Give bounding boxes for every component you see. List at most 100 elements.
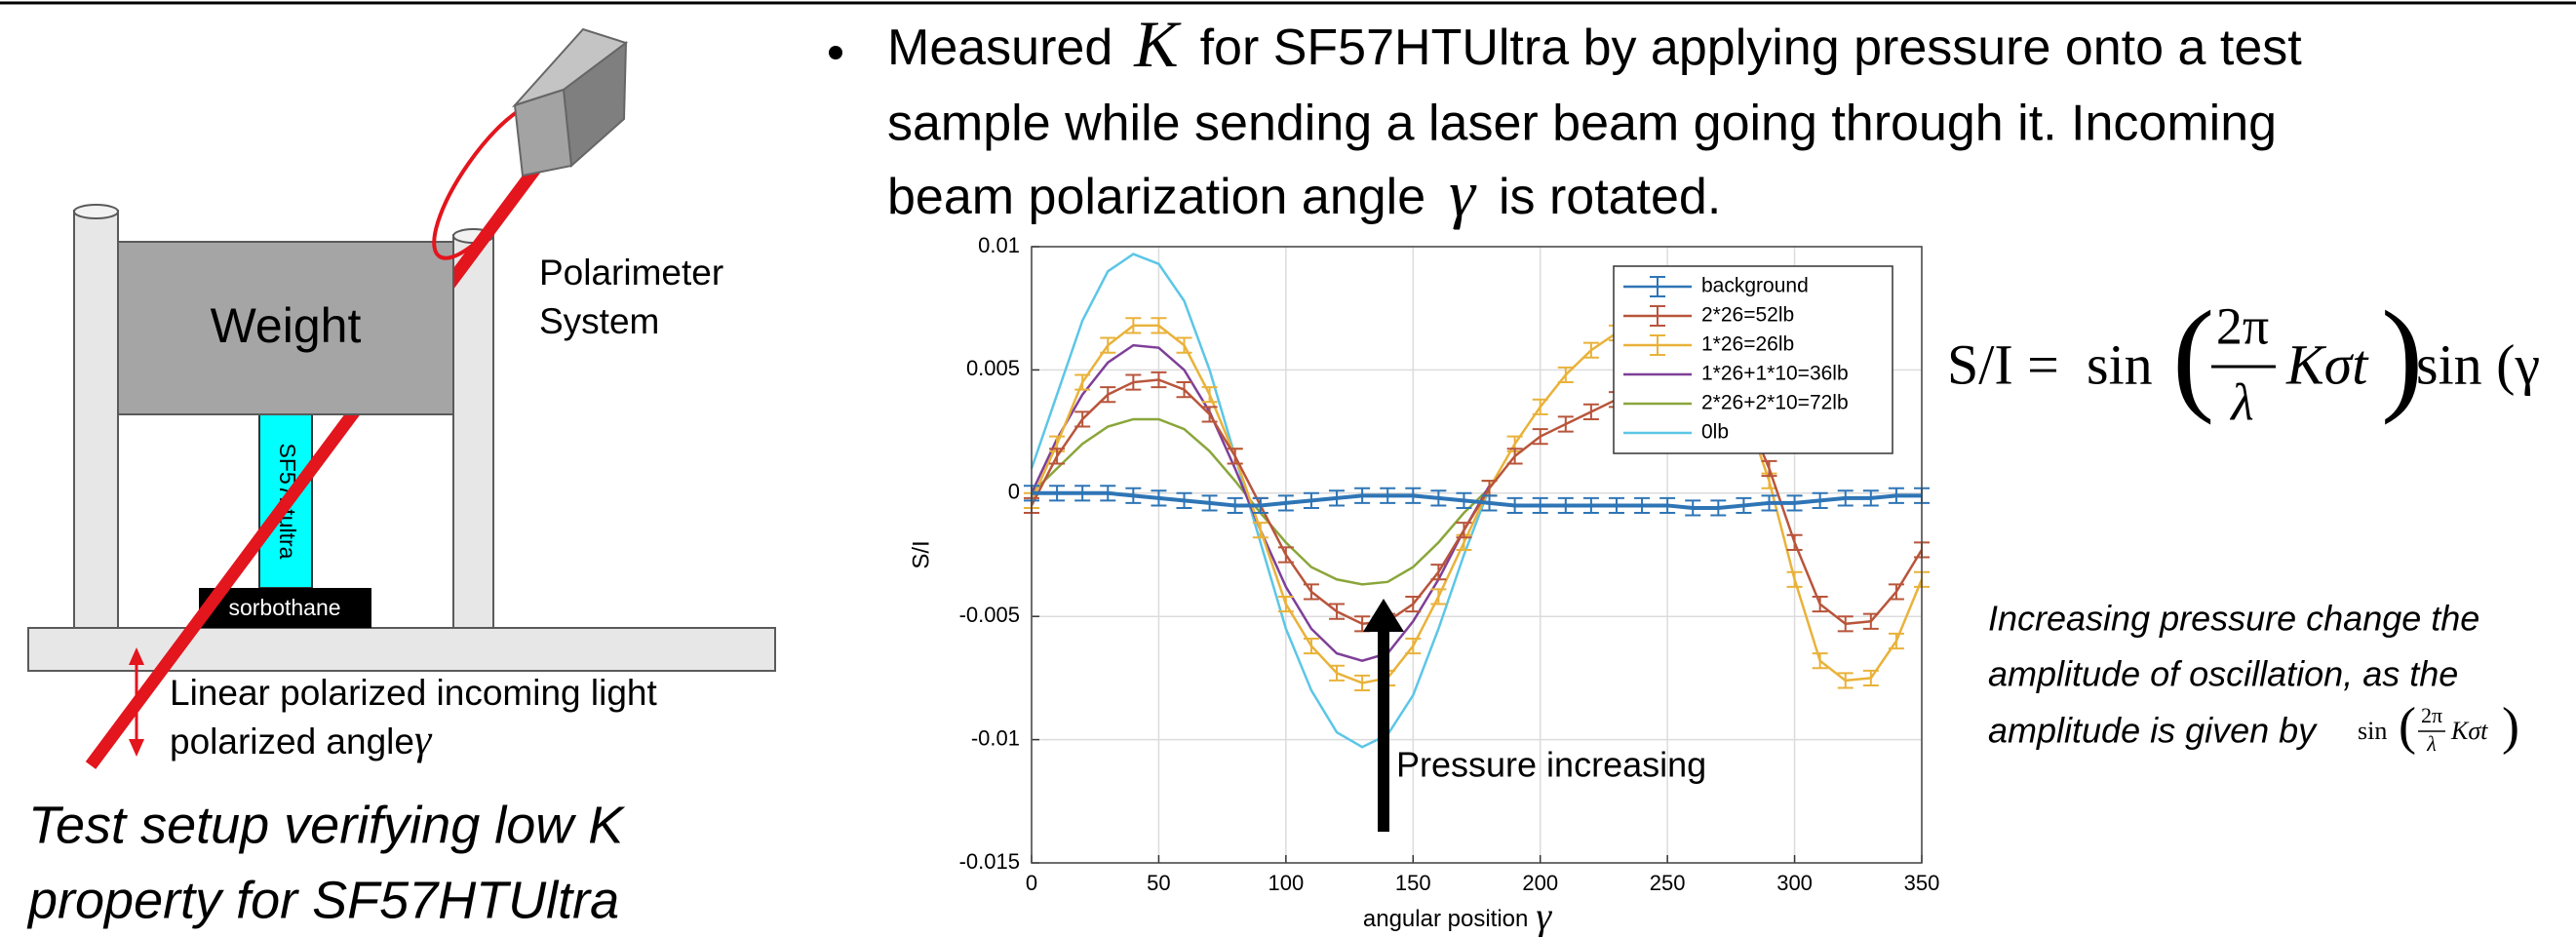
error-bar [1277,494,1294,512]
error-bar [1354,487,1371,504]
arrow-head [129,739,144,757]
setup-diagram: SF57htultra sorbothane Weight Polarimete… [26,27,776,929]
bullet-text: beam polarization angle [887,169,1425,225]
error-bar [1125,373,1142,391]
light-label-text: polarized angle [170,722,414,761]
error-bar [1201,494,1218,512]
x-tick-label: 0 [1026,871,1037,895]
error-bar [1329,603,1346,620]
legend-swatch [1650,334,1665,356]
legend-swatch [1650,276,1665,297]
bullet-line: beam polarization angle γ is rotated. [887,156,1721,230]
error-bar [1252,522,1268,539]
error-bar [1151,371,1167,389]
error-bar [1557,366,1574,384]
error-bar [1100,485,1116,502]
arrow-head [129,647,144,665]
error-bar [1659,496,1676,515]
bullet-text: is rotated. [1499,169,1721,225]
error-bar [1888,632,1904,650]
error-bar [1405,487,1422,504]
error-bar [1557,496,1574,515]
error-bar [1608,496,1624,515]
error-bar [1506,448,1523,465]
caption: Test setup verifying low K [28,796,625,854]
equation-num: 2π [2216,296,2269,355]
equation-paren: ) [2381,286,2423,426]
series-line [1030,324,1924,684]
error-bar [1837,615,1854,633]
bullet-text: for SF57HTUltra by applying pressure ont… [1200,20,2303,76]
error-bar [1837,489,1854,507]
error-bar [1582,341,1599,359]
error-bar [1049,485,1066,502]
bullet-text: Measured [887,20,1112,76]
error-bar [1786,494,1803,512]
x-axis-label-symbol: γ [1536,894,1552,937]
bullet-symbol: γ [1449,156,1477,230]
error-bar [1862,612,1879,630]
error-bar [1227,448,1243,465]
error-bar [1303,583,1319,601]
pillar [452,234,494,629]
error-bar [1532,428,1548,446]
legend-label: 1*26+1*10=36lb [1701,363,1849,385]
error-bar [1329,489,1346,507]
legend-label: 2*26=52lb [1701,304,1794,327]
error-bar [1125,487,1142,504]
pillar [73,210,119,629]
error-bar [1100,386,1116,404]
error-bar [1405,637,1422,655]
equation-paren: ( [2172,286,2214,426]
error-bar [1430,564,1447,581]
error-bar [1049,448,1066,465]
light-label: Linear polarized incoming light [170,673,658,713]
error-bar [1812,652,1828,670]
equation-fn: sin [2087,332,2153,396]
error-bar [1862,669,1879,686]
y-tick-label: -0.01 [971,725,1020,750]
chart: -0.015 -0.01 -0.005 0 0.005 0.01 0 50 100 150 200 2… [908,233,1939,937]
error-bar [1685,499,1701,517]
error-bar [1481,494,1498,512]
error-bar [1380,487,1396,504]
error-bar [1201,386,1218,404]
error-bar [1634,496,1651,515]
legend-label: 2*26+2*10=72lb [1701,392,1849,414]
series-line [1030,253,1491,749]
bullet-dot [829,46,842,59]
equation-arg: Kσt [2285,332,2369,396]
annotation-arrow-head [1363,599,1404,632]
error-bar [1176,381,1192,399]
x-tick-label: 100 [1268,871,1304,895]
error-bar [1277,546,1294,564]
error-bar [1252,496,1268,515]
x-axis-label-text: angular position [1363,906,1528,932]
error-bar [1456,491,1472,509]
formula-num: 2π [2421,703,2442,727]
error-bar [1151,489,1167,507]
equation: S/I = sin ( 2π λ Kσt ) sin (γ [1947,286,2540,432]
y-axis-label: S/I [908,540,934,568]
y-tick-label: 0.01 [978,233,1020,257]
error-bar [1227,496,1243,515]
caption: property for SF57HTUltra [26,871,619,929]
error-bar [1582,403,1599,420]
error-bar [1329,664,1346,682]
error-bar [1812,491,1828,509]
formula-arg: Kσt [2450,717,2488,745]
equation-den: λ [2229,372,2253,431]
error-bar [1201,406,1218,423]
error-bar [1125,317,1142,334]
error-bar [1074,485,1091,502]
error-bar [1074,410,1091,428]
error-bar [1430,588,1447,605]
error-bar [1761,494,1777,512]
x-tick-label: 200 [1522,871,1558,895]
error-bar [1761,459,1777,478]
note-formula: sin ( 2π λ Kσt ) [2358,696,2519,756]
bullet-symbol: K [1133,7,1182,81]
